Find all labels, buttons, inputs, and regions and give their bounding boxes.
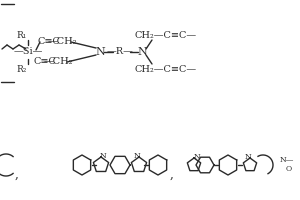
Text: CH₂—C≡C—: CH₂—C≡C— — [135, 30, 197, 40]
Text: ,: , — [15, 168, 19, 180]
Text: C≡C: C≡C — [34, 58, 56, 66]
Text: N: N — [95, 47, 105, 57]
Text: CH₂—C≡C—: CH₂—C≡C— — [135, 64, 197, 73]
Text: —CH₂: —CH₂ — [43, 58, 73, 66]
Text: —Si—: —Si— — [13, 47, 43, 56]
Text: R₂: R₂ — [17, 66, 27, 74]
Text: N: N — [244, 153, 251, 161]
Text: C≡C: C≡C — [38, 38, 60, 46]
Text: R₁: R₁ — [17, 30, 27, 40]
Text: N: N — [137, 47, 147, 57]
Text: O: O — [286, 165, 292, 173]
Text: ,: , — [170, 168, 174, 180]
Text: —R—: —R— — [106, 47, 134, 56]
Text: N: N — [100, 152, 106, 160]
Text: —CH₂: —CH₂ — [47, 38, 77, 46]
Text: N—: N— — [280, 156, 294, 164]
Text: N: N — [194, 153, 200, 161]
Text: N: N — [134, 152, 140, 160]
